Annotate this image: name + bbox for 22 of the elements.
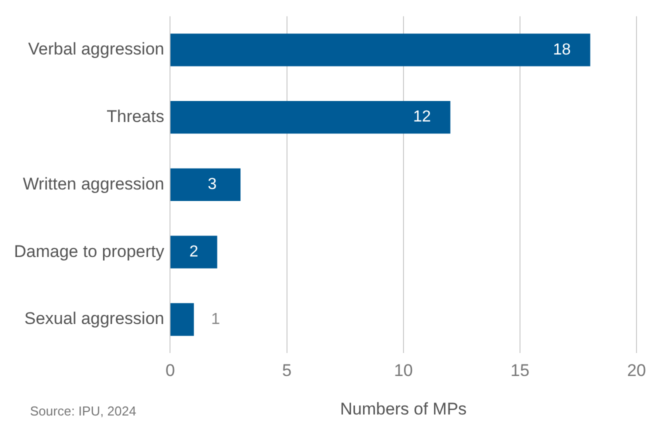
x-tick-label: 15 [510,361,530,380]
data-label: 18 [553,41,571,58]
bar [170,168,241,202]
data-label: 2 [189,244,198,261]
x-tick-label: 20 [627,361,646,380]
data-label: 1 [211,310,220,328]
y-tick-label: Verbal aggression [28,40,164,59]
y-tick-label: Damage to property [14,242,165,261]
bar [170,34,590,66]
source-note: Source: IPU, 2024 [30,404,136,419]
bar [170,236,218,268]
data-label: 12 [413,108,432,126]
bar [170,303,194,336]
x-tick-label: 0 [166,361,175,380]
y-tick-label: Threats [106,106,164,126]
data-label: 3 [208,176,217,194]
x-tick-label: 5 [282,361,292,380]
bar [170,100,450,134]
y-tick-label: Written aggression [22,174,164,194]
x-tick-label: 10 [394,361,413,380]
x-axis-title: Numbers of MPs [340,399,467,418]
y-tick-label: Sexual aggression [24,309,164,328]
